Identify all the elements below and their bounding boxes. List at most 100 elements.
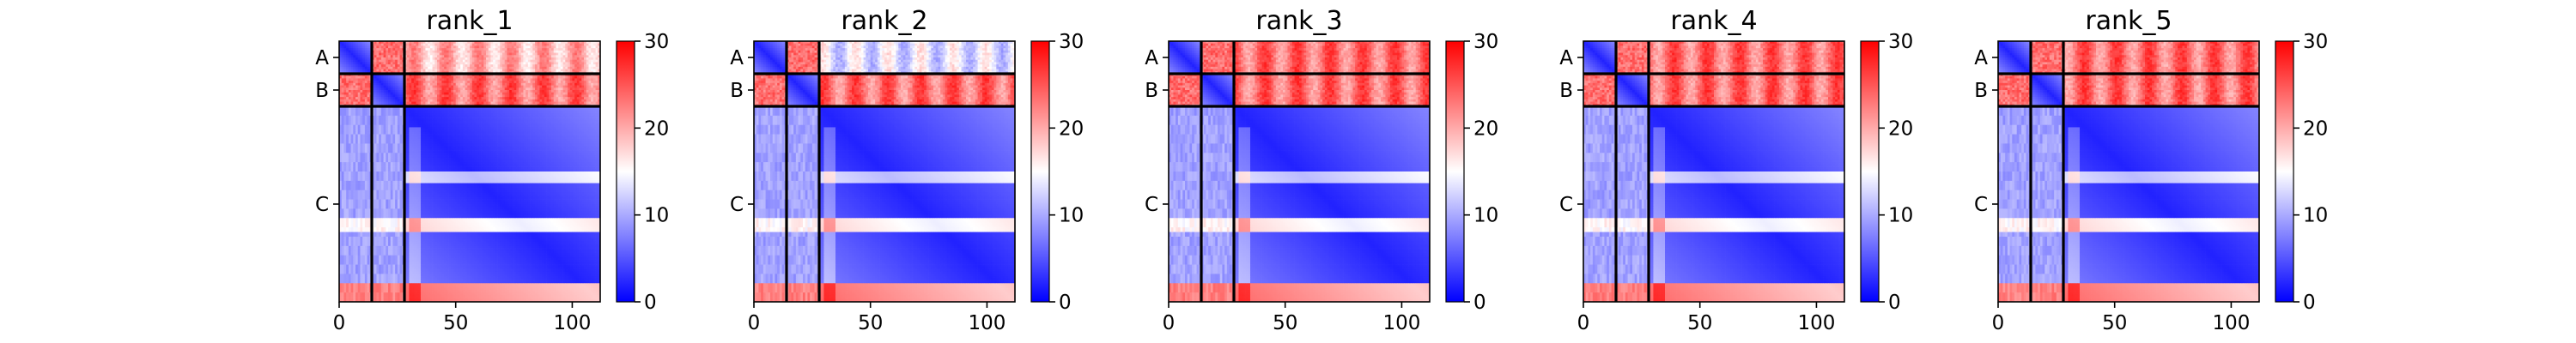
heatmap-cell <box>460 90 463 93</box>
heatmap-cell <box>421 78 423 81</box>
heatmap-cell <box>538 78 540 81</box>
heatmap-cell <box>493 45 495 48</box>
heatmap-cell <box>556 53 558 56</box>
heatmap-cell <box>388 78 391 81</box>
heatmap-cell <box>392 60 395 63</box>
heatmap-cell <box>477 53 479 56</box>
heatmap-cell <box>565 55 568 57</box>
heatmap-cell <box>577 45 580 48</box>
heatmap-cell <box>500 44 502 46</box>
heatmap-cell <box>392 86 395 88</box>
heatmap-cell <box>428 44 430 46</box>
heatmap-cell <box>551 81 554 83</box>
heatmap-cell <box>465 90 468 93</box>
heatmap-cell <box>384 67 386 69</box>
heatmap-cell <box>379 90 381 93</box>
heatmap-cell <box>453 90 456 93</box>
heatmap-cell <box>423 62 426 64</box>
heatmap-cell <box>544 55 547 57</box>
heatmap-cell <box>505 83 507 86</box>
heatmap-cell <box>470 67 472 69</box>
heatmap-cell <box>407 78 410 81</box>
heatmap-cell <box>495 55 498 57</box>
heatmap-cell <box>561 62 563 64</box>
heatmap-cell <box>355 67 358 69</box>
heatmap-cell <box>489 94 491 97</box>
heatmap-cell <box>423 81 426 83</box>
heatmap-cell <box>460 83 463 86</box>
heatmap-cell <box>346 57 349 60</box>
heatmap-cell <box>407 76 410 79</box>
heatmap-cell <box>505 90 507 93</box>
heatmap-cell <box>418 44 421 46</box>
heatmap-cell <box>482 93 484 95</box>
heatmap-cell <box>542 94 544 97</box>
heatmap-cell <box>351 48 354 51</box>
heatmap-cell <box>577 51 580 53</box>
heatmap-cell <box>551 94 554 97</box>
heatmap-cell <box>523 76 526 79</box>
heatmap-cell <box>463 87 465 90</box>
heatmap-cell <box>355 69 358 72</box>
heatmap-cell <box>400 57 403 60</box>
heatmap-cell <box>433 87 435 90</box>
heatmap-cell <box>428 60 430 63</box>
heatmap-cell <box>418 81 421 83</box>
heatmap-cell <box>434 87 437 90</box>
heatmap-cell <box>593 57 596 60</box>
heatmap-cell <box>500 48 502 51</box>
heatmap-cell <box>440 87 442 90</box>
heatmap-cell <box>353 86 355 88</box>
heatmap-cell <box>437 78 440 81</box>
heatmap-cell <box>351 76 354 79</box>
heatmap-cell <box>374 87 377 90</box>
heatmap-cell <box>474 55 477 57</box>
heatmap-cell <box>486 87 489 90</box>
heatmap-cell <box>400 51 403 53</box>
heatmap-cell <box>395 76 398 79</box>
heatmap-cell <box>460 48 463 51</box>
heatmap-cell <box>474 48 477 51</box>
heatmap-cell <box>447 44 449 46</box>
heatmap-cell <box>379 60 381 63</box>
heatmap-cell <box>570 81 573 83</box>
heatmap-cell <box>451 76 453 79</box>
heatmap-cell <box>418 83 421 86</box>
heatmap-cell <box>472 44 475 46</box>
heatmap-cell <box>470 62 472 64</box>
heatmap-cell <box>572 69 574 72</box>
heatmap-cell <box>500 55 502 57</box>
heatmap-cell <box>381 86 384 88</box>
heatmap-cell <box>437 81 440 83</box>
heatmap-cell <box>433 62 435 64</box>
heatmap-cell <box>433 93 435 95</box>
heatmap-cell <box>358 87 361 90</box>
heatmap-cell <box>395 60 398 63</box>
heatmap-cell <box>349 76 351 79</box>
heatmap-cell <box>516 93 519 95</box>
heatmap-cell <box>449 45 452 48</box>
heatmap-cell <box>425 44 428 46</box>
heatmap-cell <box>502 86 505 88</box>
heatmap-cell <box>395 55 398 57</box>
heatmap-cell <box>414 51 416 53</box>
heatmap-cell <box>514 76 517 79</box>
heatmap-cell <box>574 87 577 90</box>
heatmap-cell <box>433 51 435 53</box>
heatmap-cell <box>392 81 395 83</box>
heatmap-cell <box>386 90 388 93</box>
heatmap-cell <box>479 48 482 51</box>
heatmap-cell <box>391 83 393 86</box>
heatmap-cell <box>577 87 580 90</box>
heatmap-cell <box>539 90 542 93</box>
heatmap-cell <box>400 86 403 88</box>
heatmap-cell <box>425 94 428 97</box>
heatmap-cell <box>521 45 524 48</box>
heatmap-cell <box>441 67 444 69</box>
heatmap-cell <box>379 53 381 56</box>
heatmap-cell <box>495 57 498 60</box>
heatmap-cell <box>561 64 563 67</box>
heatmap-cell <box>588 53 591 56</box>
heatmap-cell <box>574 60 577 63</box>
heatmap-cell <box>547 78 550 81</box>
